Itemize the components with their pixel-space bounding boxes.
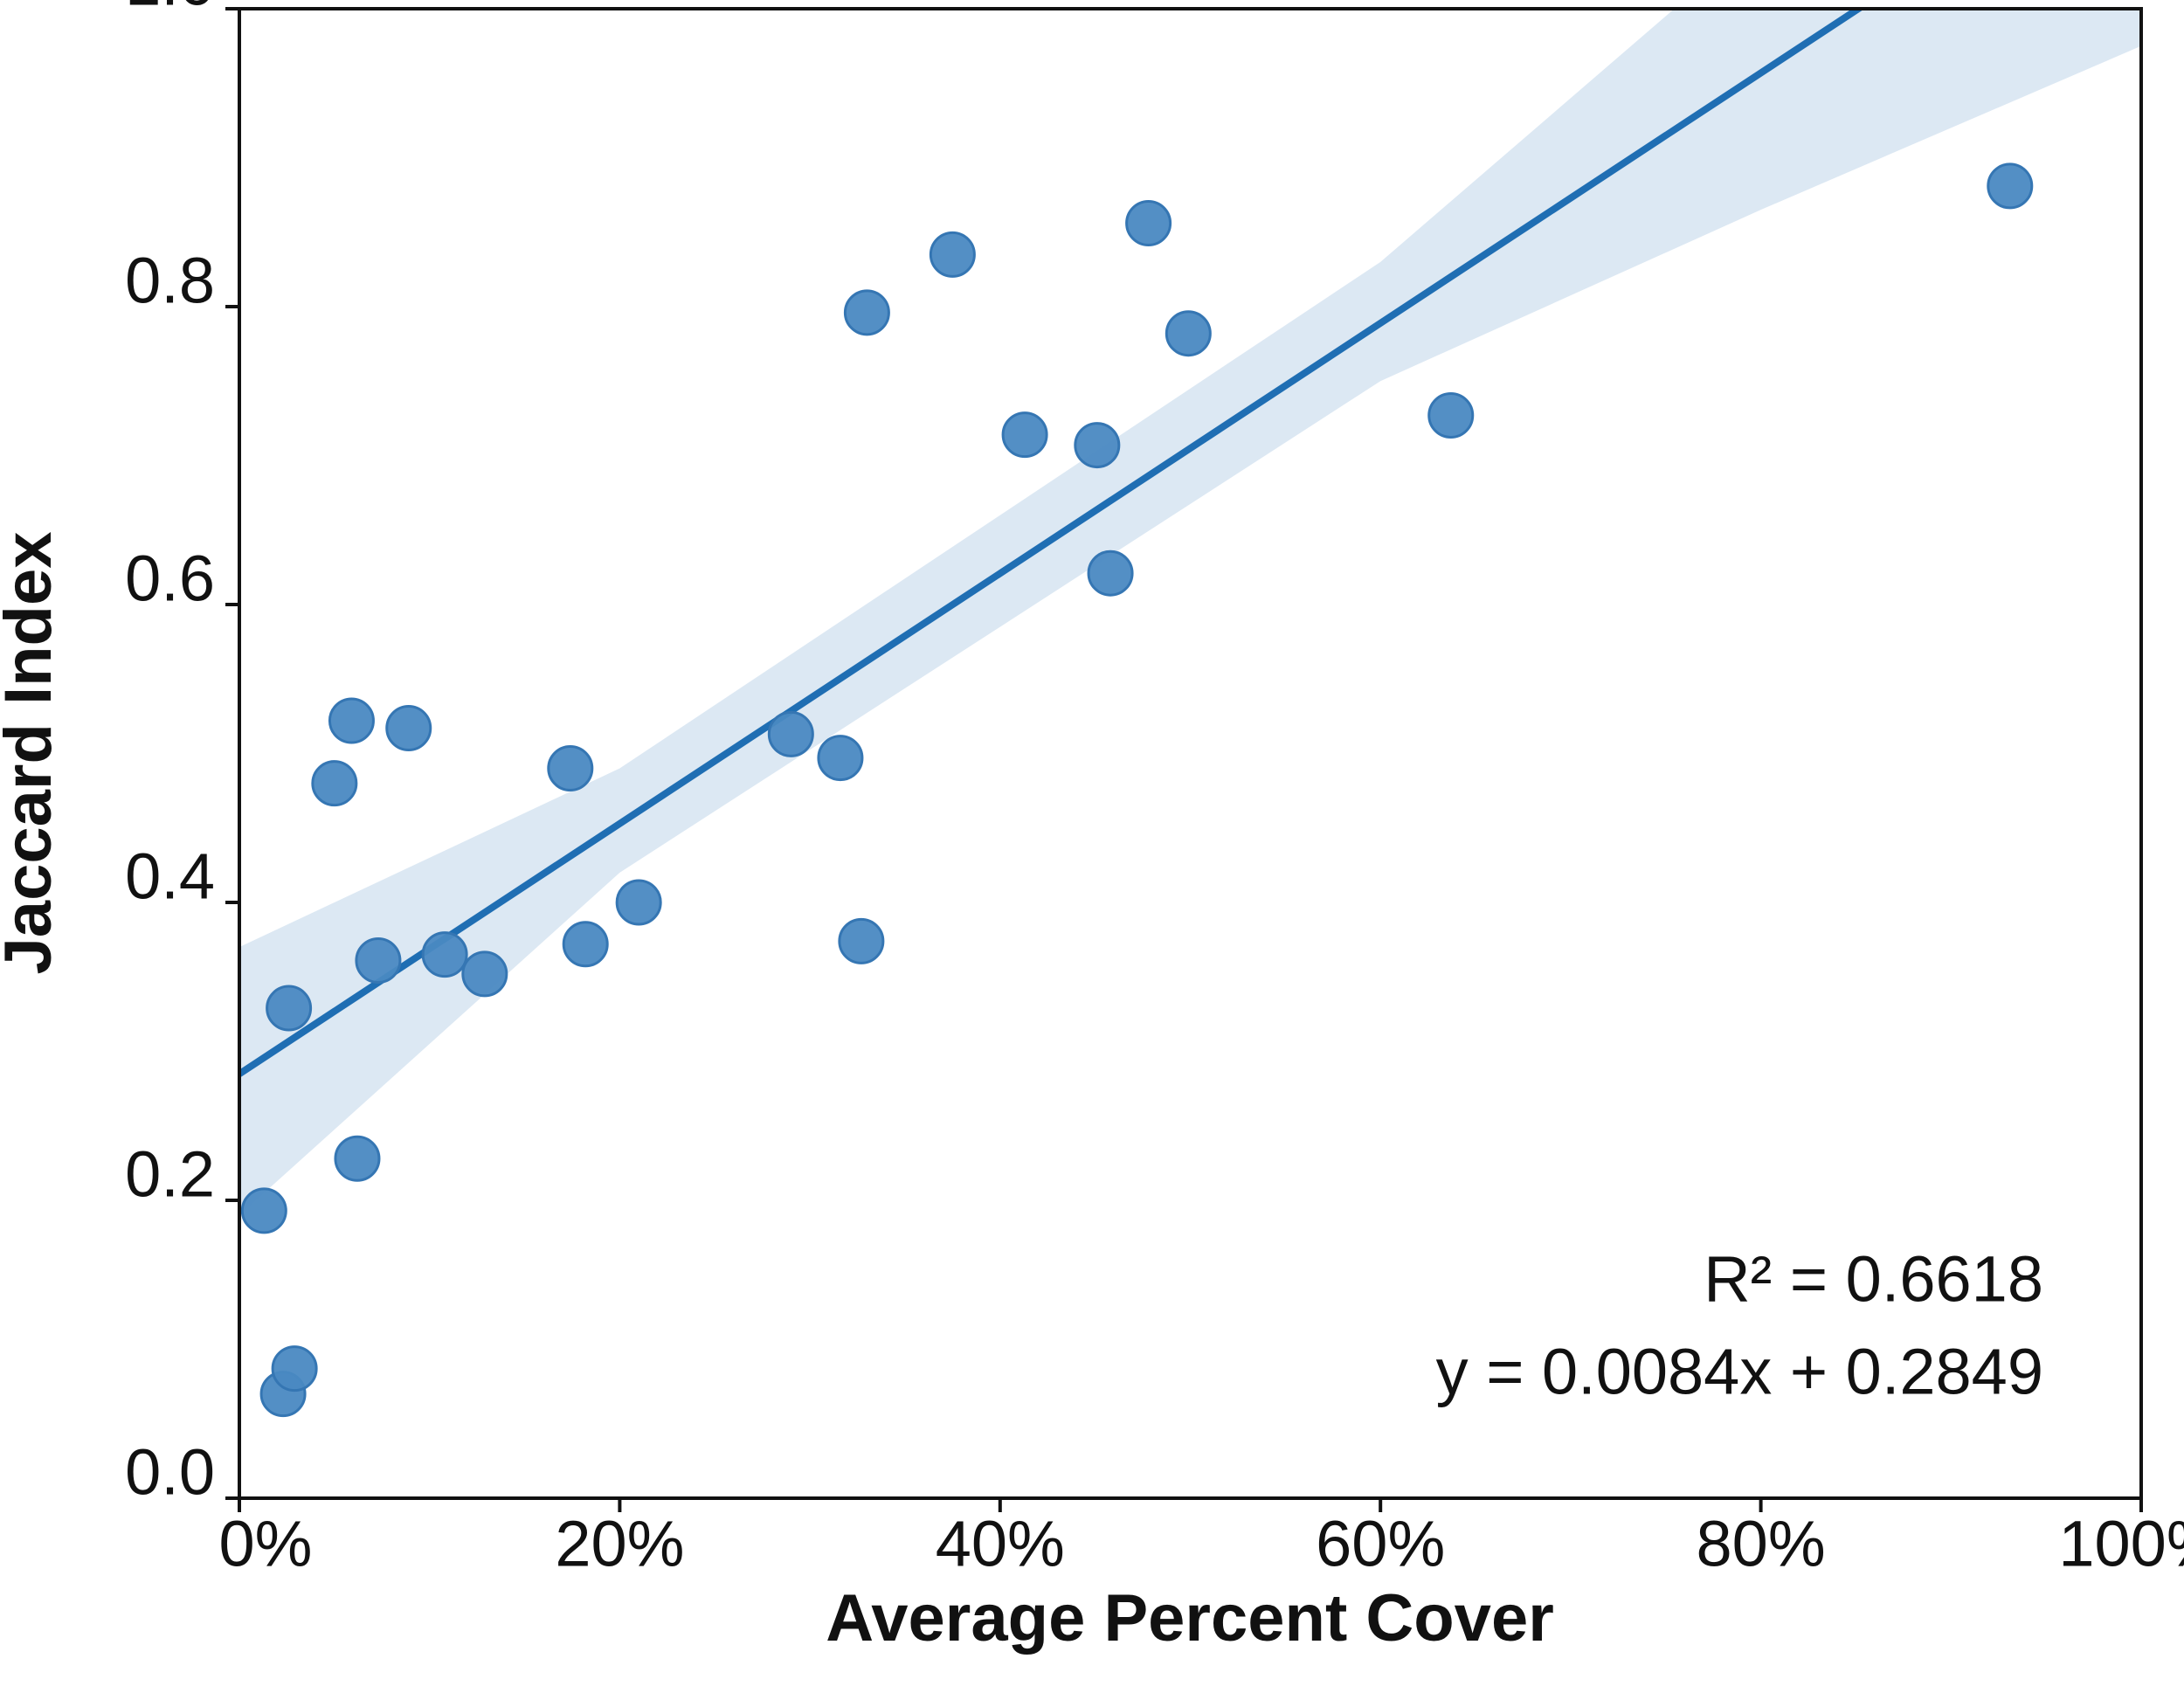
y-tick-label: 0.8 xyxy=(125,245,215,317)
point xyxy=(271,1345,318,1393)
point xyxy=(1165,310,1212,357)
point xyxy=(421,931,468,978)
point xyxy=(1074,422,1121,469)
y-tick-label: 0.4 xyxy=(125,840,215,913)
point xyxy=(843,289,890,336)
y-tick-label: 1.0 xyxy=(125,0,215,19)
point xyxy=(311,760,358,807)
point xyxy=(1087,549,1134,597)
point xyxy=(562,921,609,968)
point xyxy=(838,917,885,964)
y-tick-label: 0.6 xyxy=(125,543,215,615)
point xyxy=(1987,162,2034,210)
x-axis-title: Average Percent Cover xyxy=(826,1581,1554,1655)
confidence-band xyxy=(239,9,2141,1216)
y-axis-title: Jaccard Index xyxy=(0,532,66,975)
point xyxy=(615,879,662,926)
point xyxy=(547,745,594,792)
annotation: R² = 0.6618 xyxy=(1704,1243,2043,1316)
regression-line xyxy=(239,9,1865,1077)
y-tick-label: 0.2 xyxy=(125,1138,215,1211)
point xyxy=(334,1135,381,1182)
axes-frame xyxy=(238,7,2143,1500)
point xyxy=(817,735,864,782)
plot-area xyxy=(239,9,2141,1418)
point xyxy=(266,985,313,1032)
point xyxy=(929,231,976,278)
point xyxy=(240,1187,287,1234)
x-tick-label: 20% xyxy=(555,1508,684,1580)
point xyxy=(1427,391,1475,439)
point xyxy=(1001,411,1048,459)
x-tick-label: 40% xyxy=(936,1508,1065,1580)
x-tick-label: 60% xyxy=(1316,1508,1445,1580)
point xyxy=(767,710,814,757)
y-tick-label: 0.0 xyxy=(125,1436,215,1509)
point xyxy=(1125,200,1172,247)
point xyxy=(385,705,432,752)
point xyxy=(461,950,508,998)
x-tick-label: 100% xyxy=(2058,1508,2184,1580)
x-tick-label: 80% xyxy=(1697,1508,1826,1580)
annotation: y = 0.0084x + 0.2849 xyxy=(1436,1336,2043,1408)
point xyxy=(328,697,375,744)
point xyxy=(355,936,402,984)
x-tick-label: 0% xyxy=(219,1508,313,1580)
